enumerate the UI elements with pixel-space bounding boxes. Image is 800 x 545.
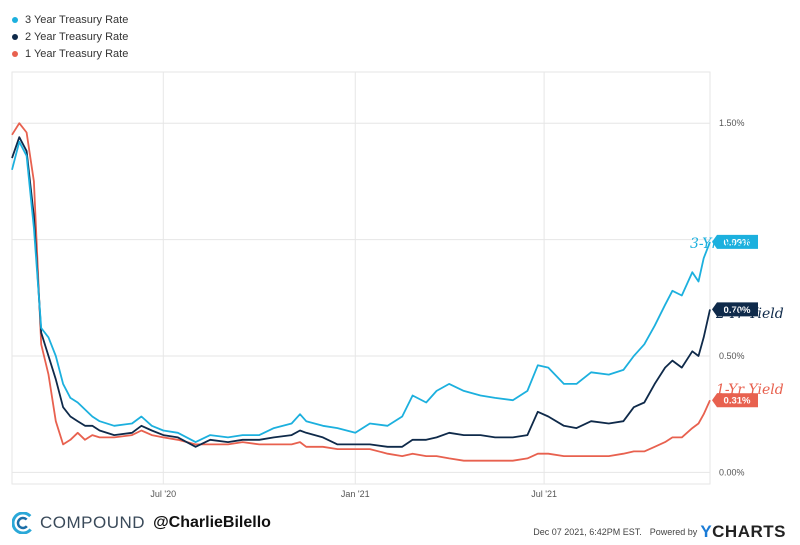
author-handle[interactable]: @CharlieBilello (153, 514, 271, 531)
legend-dot-3yr (12, 16, 18, 23)
legend-dot-1yr (12, 50, 18, 57)
y-tick-label-0: 0.00% (719, 467, 745, 477)
legend-item-2yr[interactable]: 2 Year Treasury Rate (12, 28, 128, 45)
ycharts-logo[interactable]: YCHARTS (700, 522, 786, 542)
compound-logo-icon (12, 512, 34, 534)
legend-label-2yr: 2 Year Treasury Rate (25, 30, 129, 43)
legend-item-1yr[interactable]: 1 Year Treasury Rate (12, 45, 128, 62)
annotation-0: 3-Yr Yield (690, 236, 758, 252)
chart-timestamp: Dec 07 2021, 6:42PM EST. (533, 527, 642, 537)
plot-frame (11, 71, 711, 485)
legend-label-3yr: 3 Year Treasury Rate (25, 13, 129, 26)
end-label-1: 0.70% (712, 302, 758, 317)
y-tick-label-3: 1.50% (719, 118, 745, 128)
footer-source: Dec 07 2021, 6:42PM EST. Powered by YCHA… (533, 522, 786, 542)
end-label-text-0: 0.99% (724, 237, 751, 248)
brand-name: COMPOUND (40, 513, 146, 532)
chart-annotations: 3-Yr Yield 2-Yr Yield 1-Yr Yield (690, 236, 784, 398)
footer-branding: COMPOUND @CharlieBilello (12, 512, 271, 534)
y-tick-label-1: 0.50% (719, 351, 745, 361)
end-label-box-1 (712, 302, 758, 317)
annotation-1: 2-Yr Yield (715, 306, 784, 322)
series-line-1 (11, 136, 711, 448)
x-tick-label-2: Jul '21 (531, 489, 557, 499)
ycharts-logo-rest: CHARTS (712, 522, 786, 541)
chart-end-labels: 0.99% 0.70% 0.31% (712, 234, 758, 408)
legend-item-3yr[interactable]: 3 Year Treasury Rate (12, 11, 128, 28)
x-tick-label-1: Jan '21 (341, 489, 370, 499)
series-line-2 (11, 122, 711, 462)
end-label-box-2 (712, 393, 758, 408)
ycharts-logo-y: Y (700, 522, 713, 541)
chart-legend: 3 Year Treasury Rate 2 Year Treasury Rat… (12, 11, 128, 62)
legend-label-1yr: 1 Year Treasury Rate (25, 47, 129, 60)
x-tick-label-0: Jul '20 (150, 489, 176, 499)
annotation-2: 1-Yr Yield (716, 382, 784, 398)
powered-by-label: Powered by (649, 527, 698, 537)
end-label-text-1: 0.70% (724, 305, 751, 316)
legend-dot-2yr (12, 33, 18, 40)
end-label-0: 0.99% (712, 234, 758, 249)
chart-grid (11, 71, 711, 485)
series-line-0 (11, 140, 711, 443)
end-label-text-2: 0.31% (724, 396, 751, 407)
end-label-2: 0.31% (712, 393, 758, 408)
end-label-box-0 (712, 234, 758, 249)
chart-series-lines (11, 122, 711, 462)
